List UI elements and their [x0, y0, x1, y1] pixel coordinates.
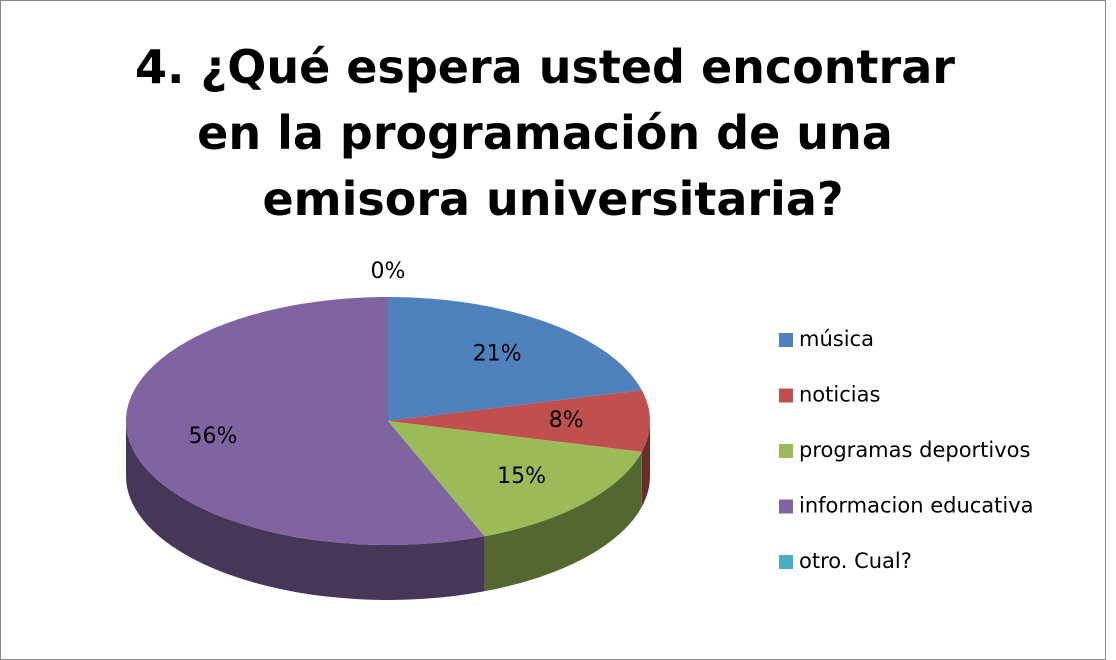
pie-slice: [388, 390, 651, 507]
legend-label: música: [799, 327, 874, 351]
data-label: 21%: [473, 341, 522, 366]
pie-top: [388, 421, 642, 537]
pie-slice: [126, 297, 485, 600]
data-label: 15%: [497, 464, 546, 489]
pie-slice: [388, 297, 642, 421]
legend-label: informacion educativa: [799, 494, 1034, 518]
pie-top: [388, 390, 651, 452]
pie-wall: [641, 421, 650, 507]
legend-swatch: [779, 499, 793, 514]
pie-top: [388, 297, 642, 421]
legend-swatch: [779, 444, 793, 458]
data-label: 56%: [189, 424, 238, 449]
data-label: 8%: [549, 408, 584, 433]
legend-label: otro. Cual?: [799, 549, 912, 573]
legend-swatch: [779, 555, 793, 569]
pie-wall: [126, 421, 485, 600]
pie-wall: [484, 451, 642, 592]
pie-top: [126, 297, 485, 545]
chart-title: 4. ¿Qué espera usted encontrar en la pro…: [135, 40, 971, 226]
legend-label: noticias: [799, 383, 880, 407]
data-label: 0%: [371, 259, 406, 284]
pie-slice: [388, 421, 642, 592]
legend-swatch: [779, 388, 793, 403]
legend-swatch: [779, 333, 793, 347]
legend-label: programas deportivos: [799, 438, 1030, 462]
